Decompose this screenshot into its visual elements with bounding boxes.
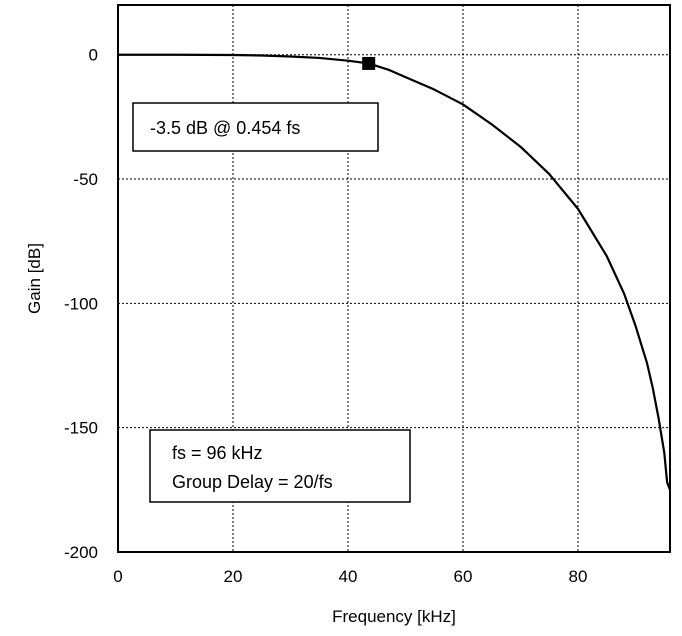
annotation-sample-rate-text: fs = 96 kHz <box>172 443 263 463</box>
x-axis-label: Frequency [kHz] <box>332 607 456 626</box>
annotation-cutoff: -3.5 dB @ 0.454 fs <box>132 102 379 152</box>
tick-labels: 0 20 40 60 80 0 -50 -100 -150 -200 <box>64 46 587 586</box>
annotation-params: fs = 96 kHz Group Delay = 20/fs <box>149 429 411 503</box>
cutoff-marker <box>362 56 376 70</box>
y-tick-label: -200 <box>64 543 98 562</box>
y-tick-label: 0 <box>89 46 98 65</box>
annotation-cutoff-box <box>132 102 379 152</box>
grid-lines <box>118 5 670 552</box>
annotation-group-delay-text: Group Delay = 20/fs <box>172 472 333 492</box>
x-tick-label: 20 <box>224 567 243 586</box>
y-axis-label: Gain [dB] <box>25 243 44 314</box>
annotation-params-box <box>149 429 411 503</box>
x-tick-label: 60 <box>454 567 473 586</box>
y-tick-label: -150 <box>64 419 98 438</box>
x-tick-label: 40 <box>339 567 358 586</box>
plot-frame <box>117 4 671 553</box>
y-tick-label: -100 <box>64 294 98 313</box>
annotation-cutoff-text: -3.5 dB @ 0.454 fs <box>150 118 300 138</box>
series-layer <box>118 53 672 491</box>
x-tick-label: 80 <box>569 567 588 586</box>
y-tick-label: -50 <box>73 170 98 189</box>
gain-curve <box>118 53 672 491</box>
x-tick-label: 0 <box>113 567 122 586</box>
